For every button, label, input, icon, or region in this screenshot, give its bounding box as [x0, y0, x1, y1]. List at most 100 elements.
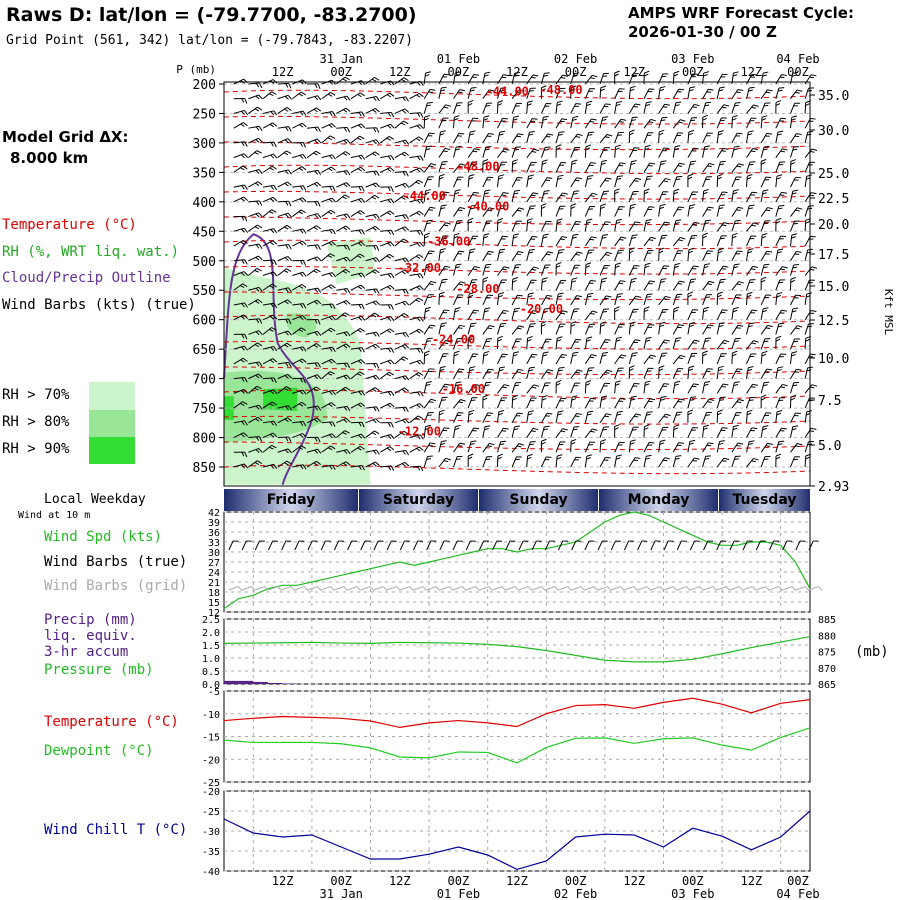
wind-barb — [511, 412, 523, 424]
wind-barb-true — [742, 540, 753, 551]
wind-barb — [687, 309, 698, 320]
wind-barb — [321, 228, 336, 235]
wind-barb — [526, 192, 539, 203]
wind-barb — [233, 259, 248, 265]
wind-barb — [687, 191, 698, 203]
wind-barb — [702, 163, 715, 173]
wind-barb — [482, 146, 492, 158]
wind-barb — [497, 266, 510, 276]
wind-barb — [379, 136, 394, 144]
wind-barb — [467, 204, 477, 217]
wind-barb — [292, 377, 306, 384]
wind-barb — [672, 398, 685, 409]
wind-barb — [555, 118, 568, 129]
wind-barb — [555, 218, 563, 232]
wind-barb — [306, 343, 322, 350]
wind-barb — [379, 253, 394, 262]
wind-barb — [643, 380, 651, 394]
y-tick-label: 12 — [208, 608, 220, 619]
wind-barb — [540, 438, 547, 453]
wind-barb — [731, 281, 744, 291]
wind-barb — [423, 176, 434, 188]
pressure-tick-label: 800 — [193, 432, 216, 447]
wind-barb — [687, 383, 699, 394]
wind-barb — [614, 280, 626, 291]
weekday-sunday: Sunday — [479, 489, 598, 511]
wind-barb — [380, 92, 395, 100]
wind-barb — [497, 384, 510, 394]
wind-barb — [599, 395, 608, 409]
wind-barb-grid — [426, 586, 441, 591]
wind-barb — [731, 294, 742, 306]
wind-barb — [599, 295, 612, 306]
wind-barb — [760, 368, 773, 379]
wind-barb-true — [492, 540, 503, 551]
wind-barb-true — [281, 540, 292, 551]
wind-barb — [409, 254, 424, 262]
wind-barb — [716, 160, 726, 173]
wind-barb — [496, 174, 505, 188]
wind-barb — [687, 365, 695, 379]
wind-barb — [526, 453, 533, 468]
wind-barb — [306, 268, 321, 276]
wind-barb — [643, 293, 653, 306]
wind-barb — [555, 336, 563, 350]
wind-barb — [467, 440, 477, 453]
wind-barb — [599, 203, 607, 217]
wind-barb — [570, 456, 582, 468]
wind-barb — [496, 87, 507, 99]
wind-barb — [599, 426, 610, 438]
wind-barb — [760, 250, 773, 262]
isotherm-label: -32.00 — [398, 261, 441, 275]
wind-barb — [702, 350, 708, 364]
wind-barb — [292, 271, 307, 277]
wind-barb — [731, 337, 741, 350]
wind-barb-grid — [545, 586, 559, 591]
isotherm-line — [223, 291, 811, 301]
wind-barb — [628, 234, 638, 247]
wind-barb — [643, 219, 652, 232]
wind-barb — [526, 87, 536, 99]
wind-barb-true — [716, 540, 727, 551]
wind-barb — [555, 379, 562, 394]
wind-barb — [467, 174, 475, 188]
wind-barb — [380, 465, 395, 471]
wind-barb — [511, 159, 518, 173]
wind-barb — [658, 426, 669, 438]
wind-barb — [306, 374, 322, 380]
wind-barb — [555, 174, 564, 188]
wind-barb — [262, 432, 278, 438]
wind-barb — [482, 233, 490, 247]
wind-barb — [599, 308, 610, 320]
wind-barb — [336, 76, 350, 85]
pressure-tick-label: 200 — [193, 78, 216, 93]
wind-barb — [350, 166, 366, 173]
wind-barb — [687, 247, 695, 261]
wind-barb — [775, 130, 784, 144]
wind-barb — [438, 383, 451, 394]
wind-barb — [702, 176, 712, 188]
wind-barb — [438, 291, 445, 305]
wind-barb — [789, 425, 799, 438]
wind-barb — [394, 214, 410, 220]
wind-barb — [614, 236, 627, 247]
wind-barb — [790, 456, 800, 468]
kft-axis-label: Kft MSL — [882, 289, 895, 336]
label-wind-barbs-grid: Wind Barbs (grid) — [44, 578, 188, 594]
wind-barb — [570, 116, 579, 129]
pressure-axis-label: P (mb) — [176, 63, 216, 76]
hour-label-bottom: 00Z — [330, 874, 352, 888]
wind-barb — [628, 295, 642, 306]
wind-barb — [775, 322, 785, 335]
wind-barb — [248, 125, 263, 132]
wind-barb — [540, 425, 550, 438]
wind-barb-true — [584, 540, 595, 551]
wind-barb — [584, 175, 594, 188]
wind-barb — [555, 353, 568, 365]
wind-barb — [526, 292, 534, 306]
cross-section-panel: 200 250 300 350 400 450 500 550 600 650 700 750 800 8… — [176, 63, 895, 495]
wind-barb-grid — [703, 586, 717, 591]
pressure-unit: (mb) — [855, 644, 889, 660]
wind-barb — [292, 283, 307, 291]
wind-barb — [775, 117, 787, 129]
